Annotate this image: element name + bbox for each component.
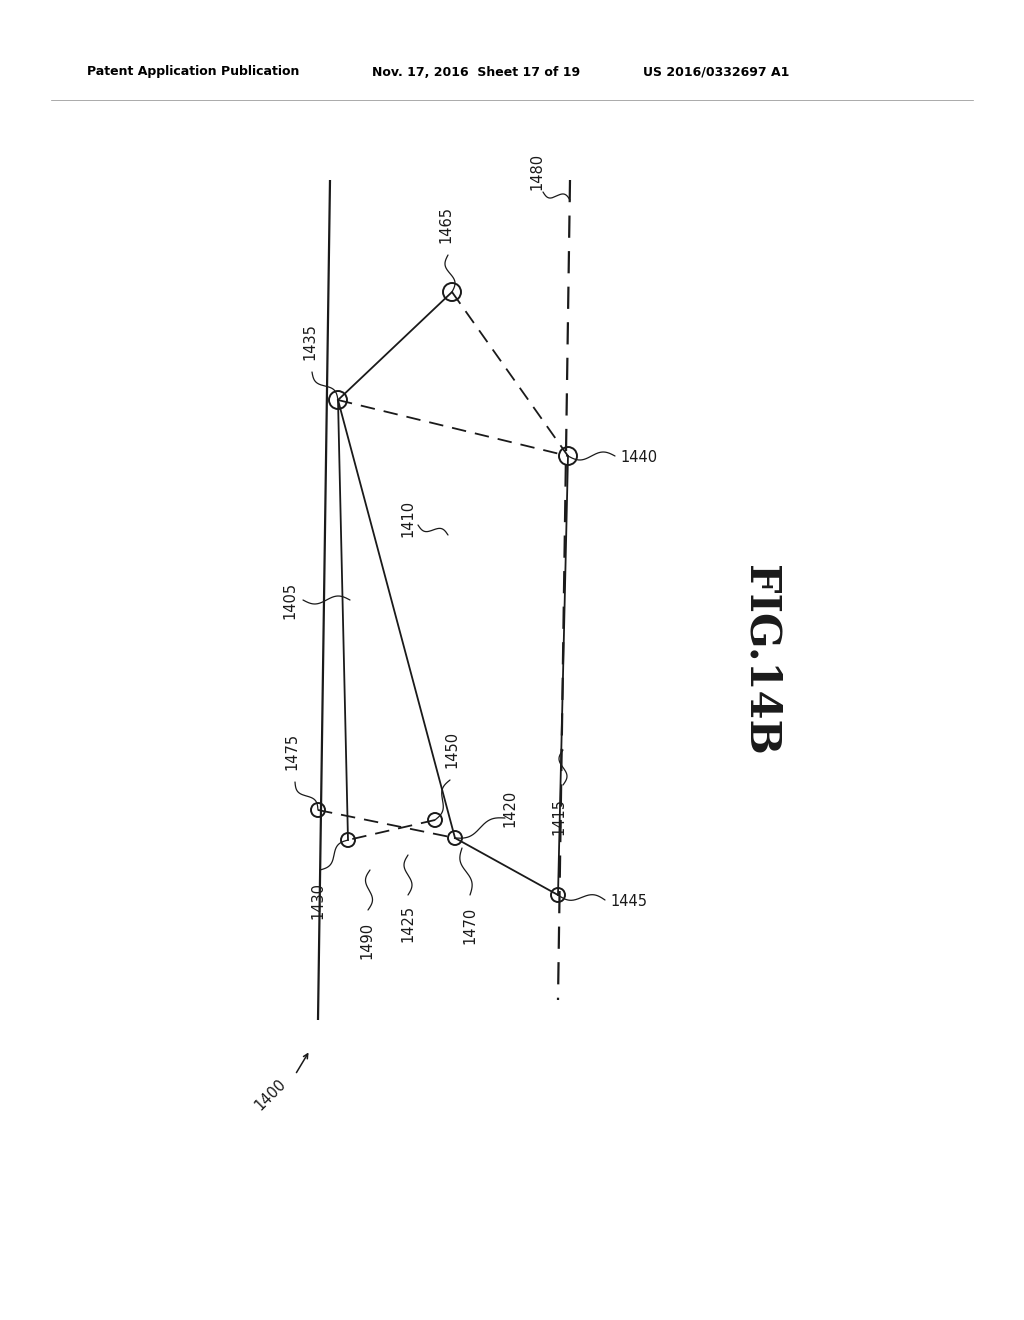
Text: 1405: 1405 [283, 581, 298, 619]
Text: 1410: 1410 [400, 499, 416, 536]
Text: 1400: 1400 [252, 1077, 289, 1114]
Text: 1415: 1415 [552, 799, 566, 836]
Text: Patent Application Publication: Patent Application Publication [87, 66, 299, 78]
Text: US 2016/0332697 A1: US 2016/0332697 A1 [643, 66, 790, 78]
Text: Nov. 17, 2016  Sheet 17 of 19: Nov. 17, 2016 Sheet 17 of 19 [372, 66, 580, 78]
Text: 1445: 1445 [610, 895, 647, 909]
Text: 1435: 1435 [302, 323, 317, 360]
Text: 1420: 1420 [503, 789, 517, 826]
Text: 1440: 1440 [620, 450, 657, 466]
Text: 1470: 1470 [463, 907, 477, 944]
Text: 1425: 1425 [400, 906, 416, 942]
Text: 1450: 1450 [444, 731, 460, 768]
Text: 1465: 1465 [438, 206, 454, 243]
Text: 1490: 1490 [359, 921, 375, 960]
Text: FIG.14B: FIG.14B [739, 565, 781, 755]
Text: 1475: 1475 [285, 733, 299, 770]
Text: 1480: 1480 [529, 153, 545, 190]
Text: 1430: 1430 [310, 882, 326, 919]
